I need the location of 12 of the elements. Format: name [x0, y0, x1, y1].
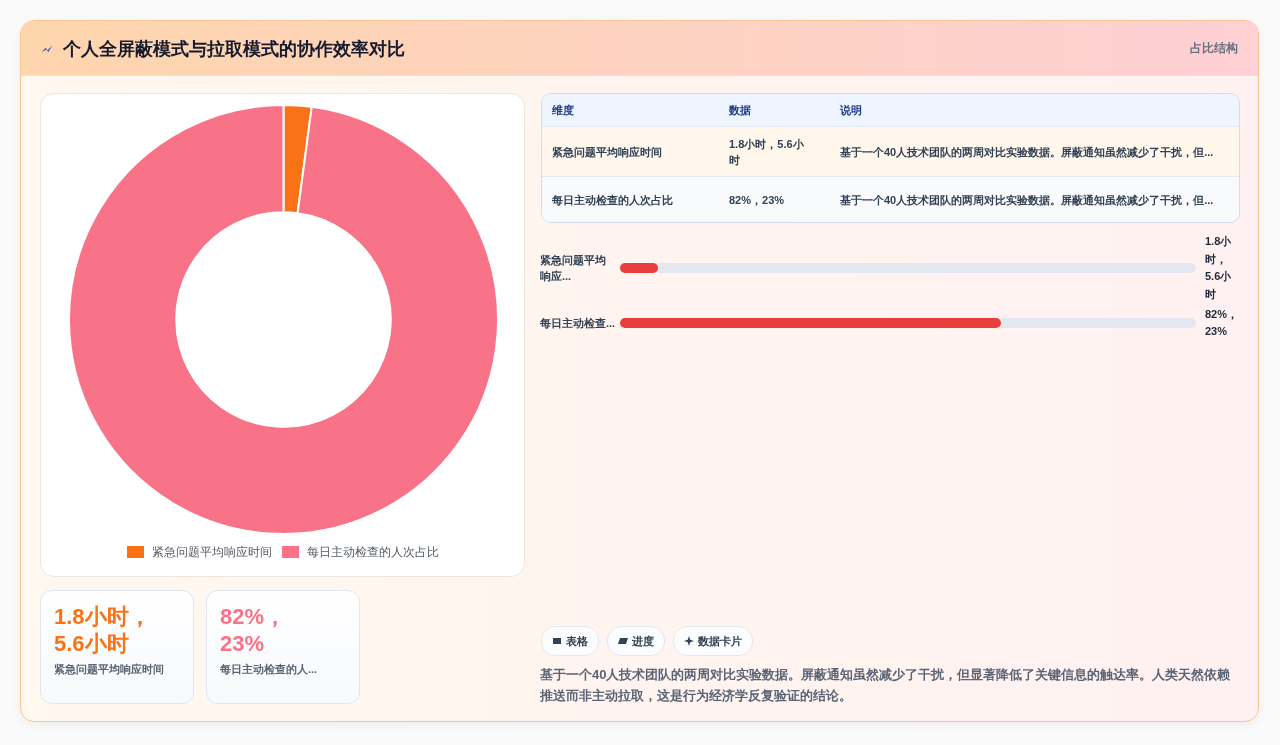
header-band: 个人全屏蔽模式与拉取模式的协作效率对比 占比结构 [21, 21, 1258, 76]
chip: 进度 [607, 626, 665, 656]
y-tick-label: 紧急问题平均响应... [540, 253, 607, 284]
table-header-row: 维度 数据 说明 [542, 94, 1239, 126]
legend-label: 紧急问题平均响应时间 [151, 544, 272, 560]
y-tick-label: 每日主动检查... [540, 316, 617, 331]
chip: 数据卡片 [673, 626, 753, 656]
text: 基于一个40人技术团队的两周对比实验数据。屏蔽通知虽然减少了干扰，但显著降低了关键信息的触达率。人类天然依赖推送而非主动拉取，这是行为经济学反复验证的结论。 [540, 666, 1232, 705]
text: 1.8小时，5.6小时 [1205, 234, 1233, 302]
text: 82%，23% [1205, 306, 1239, 339]
chip: 表格 [541, 626, 599, 656]
legend-label: 每日主动检查的人次占比 [306, 544, 439, 560]
